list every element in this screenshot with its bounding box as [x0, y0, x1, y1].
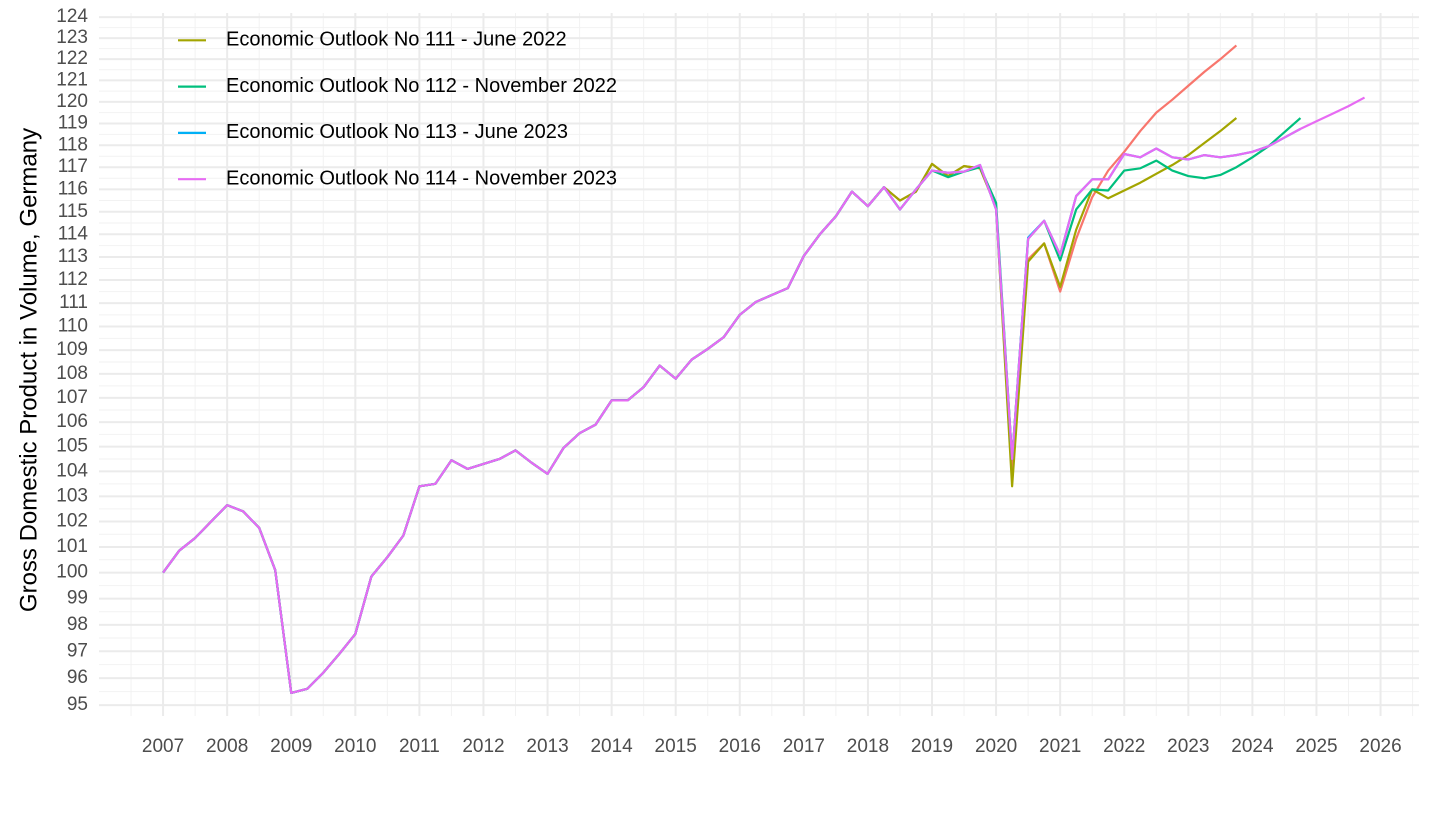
y-axis-label: Gross Domestic Product in Volume, German…: [15, 128, 42, 612]
y-tick-label: 106: [56, 411, 88, 432]
y-tick-label: 118: [58, 134, 88, 155]
y-tick-label: 117: [58, 156, 88, 177]
x-tick-label: 2008: [206, 736, 248, 757]
x-tick-label: 2012: [462, 736, 504, 757]
y-tick-label: 116: [58, 178, 88, 199]
y-tick-label: 96: [67, 667, 88, 688]
y-tick-label: 107: [56, 387, 88, 408]
y-tick-label: 113: [58, 246, 88, 267]
y-tick-label: 100: [56, 562, 88, 583]
y-tick-label: 99: [67, 588, 88, 609]
x-tick-label: 2021: [1039, 736, 1081, 757]
y-tick-label: 119: [58, 112, 88, 133]
x-tick-label: 2024: [1231, 736, 1274, 757]
series-line: [162, 117, 1302, 694]
x-tick-label: 2018: [847, 736, 889, 757]
y-tick-label: 104: [56, 460, 88, 481]
legend-label: Economic Outlook No 111 - June 2022: [226, 29, 567, 51]
legend-label: Economic Outlook No 112 - November 2022: [226, 75, 617, 97]
y-tick-label: 115: [58, 201, 88, 222]
y-tick-label: 105: [56, 436, 88, 457]
series-line: [162, 127, 1301, 694]
x-tick-label: 2019: [911, 736, 953, 757]
y-tick-label: 121: [56, 69, 88, 90]
legend-label: Economic Outlook No 113 - June 2023: [226, 121, 568, 143]
y-tick-label: 108: [56, 363, 88, 384]
x-tick-label: 2022: [1103, 736, 1145, 757]
y-tick-label: 95: [67, 694, 88, 715]
series-line: [162, 96, 1366, 694]
x-tick-label: 2015: [655, 736, 697, 757]
y-tick-label: 97: [67, 640, 88, 661]
x-tick-label: 2011: [399, 736, 440, 757]
y-tick-label: 102: [56, 511, 88, 532]
y-tick-label: 103: [56, 485, 88, 506]
y-tick-label: 109: [56, 339, 88, 360]
x-tick-label: 2009: [270, 736, 312, 757]
series-line: [162, 117, 1238, 694]
x-tick-label: 2023: [1167, 736, 1209, 757]
y-tick-label: 123: [56, 27, 88, 48]
x-tick-label: 2014: [590, 736, 633, 757]
x-tick-label: 2025: [1295, 736, 1337, 757]
y-tick-label: 111: [59, 292, 88, 313]
x-tick-label: 2010: [334, 736, 376, 757]
y-tick-label: 101: [56, 536, 88, 557]
legend-label: Economic Outlook No 114 - November 2023: [226, 167, 617, 189]
x-tick-label: 2020: [975, 736, 1017, 757]
legend-label: Economic Outlook No 110 - December 2021: [226, 0, 617, 4]
y-tick-label: 114: [58, 223, 89, 244]
x-tick-label: 2026: [1359, 736, 1401, 757]
x-tick-label: 2013: [526, 736, 568, 757]
y-tick-label: 122: [56, 48, 88, 69]
y-tick-label: 120: [56, 91, 88, 112]
x-tick-label: 2016: [719, 736, 761, 757]
x-tick-label: 2017: [783, 736, 825, 757]
y-tick-label: 124: [56, 6, 88, 27]
x-tick-label: 2007: [142, 736, 184, 757]
y-tick-label: 112: [58, 269, 88, 290]
y-tick-label: 110: [58, 316, 88, 337]
y-tick-label: 98: [67, 614, 88, 635]
